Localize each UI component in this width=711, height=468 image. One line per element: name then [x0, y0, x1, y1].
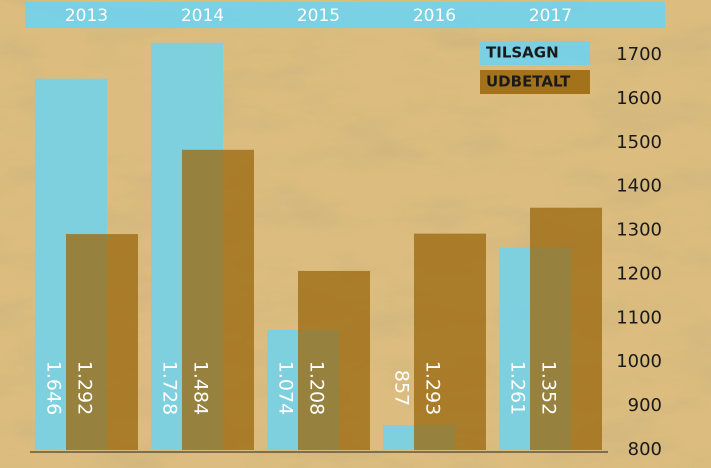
value-label: 1.728 [159, 361, 181, 415]
legend-swatch [480, 70, 590, 94]
y-tick-label: 1300 [616, 220, 662, 241]
x-tick-label: 2015 [297, 6, 340, 26]
legend-swatch [480, 41, 590, 65]
x-tick-label: 2014 [181, 6, 224, 26]
y-tick-label: 900 [628, 395, 662, 416]
y-tick-label: 1000 [616, 351, 662, 372]
bar [530, 207, 602, 450]
value-label: 1.074 [275, 361, 297, 415]
bar [298, 270, 370, 450]
y-tick-label: 1100 [616, 307, 662, 328]
x-tick-label: 2016 [413, 6, 456, 26]
category-band [25, 2, 665, 28]
bar [66, 234, 138, 450]
value-label: 1.352 [538, 361, 560, 415]
legend-label: UDBETALT [486, 73, 571, 91]
value-label: 1.208 [306, 361, 328, 415]
value-label: 1.484 [190, 361, 212, 415]
value-label: 857 [391, 370, 413, 406]
y-tick-label: 1500 [616, 132, 662, 153]
x-tick-label: 2017 [529, 6, 572, 26]
value-label: 1.261 [507, 361, 529, 415]
y-tick-label: 1700 [616, 44, 662, 65]
x-tick-label: 2013 [65, 6, 108, 26]
legend-label: TILSAGN [486, 44, 559, 62]
y-tick-label: 800 [628, 439, 662, 460]
value-label: 1.293 [422, 361, 444, 415]
y-tick-label: 1600 [616, 88, 662, 109]
bar [182, 149, 254, 451]
y-tick-label: 1200 [616, 263, 662, 284]
y-tick-label: 1400 [616, 176, 662, 197]
value-label: 1.646 [43, 361, 65, 415]
bar [414, 233, 486, 450]
value-label: 1.292 [74, 361, 96, 415]
